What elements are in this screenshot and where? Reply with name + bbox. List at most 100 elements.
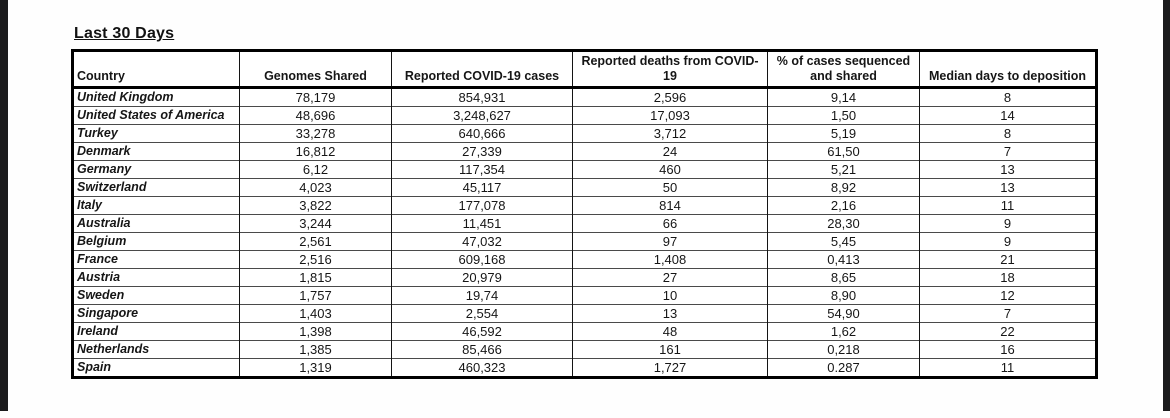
table-row: Ireland 1,398 46,592 48 1,62 22 xyxy=(72,322,1097,341)
pct-cell: 5,21 xyxy=(767,160,920,179)
deaths-cell: 460 xyxy=(572,160,768,179)
pct-cell: 1,50 xyxy=(767,106,920,125)
genomes-cell: 48,696 xyxy=(239,106,392,125)
pct-cell: 0.287 xyxy=(767,358,920,378)
median-cell: 8 xyxy=(919,124,1097,143)
cases-cell: 85,466 xyxy=(391,340,573,359)
column-header-country: Country xyxy=(72,50,240,89)
median-cell: 21 xyxy=(919,250,1097,269)
country-cell: Denmark xyxy=(72,142,240,161)
table-row: Turkey 33,278 640,666 3,712 5,19 8 xyxy=(72,124,1097,143)
table-row: United States of America 48,696 3,248,627 1… xyxy=(72,106,1097,125)
pct-cell: 8,90 xyxy=(767,286,920,305)
covid-genomes-table: Country Genomes Shared Reported COVID-19 c… xyxy=(71,49,1098,379)
median-cell: 11 xyxy=(919,358,1097,378)
cases-cell: 609,168 xyxy=(391,250,573,269)
country-cell: Spain xyxy=(72,358,240,378)
right-edge-bar xyxy=(1163,0,1170,411)
median-cell: 9 xyxy=(919,214,1097,233)
deaths-cell: 814 xyxy=(572,196,768,215)
country-cell: Ireland xyxy=(72,322,240,341)
cases-cell: 177,078 xyxy=(391,196,573,215)
deaths-cell: 13 xyxy=(572,304,768,323)
country-cell: United Kingdom xyxy=(72,87,240,107)
deaths-cell: 10 xyxy=(572,286,768,305)
pct-cell: 1,62 xyxy=(767,322,920,341)
median-cell: 18 xyxy=(919,268,1097,287)
table-row: Germany 6,12 117,354 460 5,21 13 xyxy=(72,160,1097,179)
genomes-cell: 1,815 xyxy=(239,268,392,287)
pct-cell: 54,90 xyxy=(767,304,920,323)
pct-cell: 9,14 xyxy=(767,87,920,107)
median-cell: 7 xyxy=(919,142,1097,161)
median-cell: 16 xyxy=(919,340,1097,359)
column-header-deaths: Reported deaths from COVID-19 xyxy=(572,50,768,89)
genomes-cell: 1,757 xyxy=(239,286,392,305)
genomes-cell: 2,561 xyxy=(239,232,392,251)
table-row: Austria 1,815 20,979 27 8,65 18 xyxy=(72,268,1097,287)
cases-cell: 45,117 xyxy=(391,178,573,197)
pct-cell: 8,65 xyxy=(767,268,920,287)
cases-cell: 19,74 xyxy=(391,286,573,305)
genomes-cell: 3,822 xyxy=(239,196,392,215)
genomes-cell: 33,278 xyxy=(239,124,392,143)
table-header-row: Country Genomes Shared Reported COVID-19 c… xyxy=(72,50,1097,89)
genomes-cell: 1,319 xyxy=(239,358,392,378)
table-row: Australia 3,244 11,451 66 28,30 9 xyxy=(72,214,1097,233)
country-cell: Netherlands xyxy=(72,340,240,359)
left-edge-bar xyxy=(0,0,8,411)
table-row: Italy 3,822 177,078 814 2,16 11 xyxy=(72,196,1097,215)
country-cell: Italy xyxy=(72,196,240,215)
deaths-cell: 1,408 xyxy=(572,250,768,269)
page-title: Last 30 Days xyxy=(74,25,175,42)
pct-cell: 28,30 xyxy=(767,214,920,233)
genomes-cell: 3,244 xyxy=(239,214,392,233)
cases-cell: 3,248,627 xyxy=(391,106,573,125)
pct-cell: 0,218 xyxy=(767,340,920,359)
column-header-cases: Reported COVID-19 cases xyxy=(391,50,573,89)
cases-cell: 854,931 xyxy=(391,87,573,107)
column-header-genomes: Genomes Shared xyxy=(239,50,392,89)
deaths-cell: 50 xyxy=(572,178,768,197)
table-row: United Kingdom 78,179 854,931 2,596 9,14 8 xyxy=(72,87,1097,107)
country-cell: Australia xyxy=(72,214,240,233)
deaths-cell: 27 xyxy=(572,268,768,287)
pct-cell: 5,45 xyxy=(767,232,920,251)
cases-cell: 46,592 xyxy=(391,322,573,341)
pct-cell: 0,413 xyxy=(767,250,920,269)
table-row: Netherlands 1,385 85,466 161 0,218 16 xyxy=(72,340,1097,359)
genomes-cell: 1,403 xyxy=(239,304,392,323)
cases-cell: 117,354 xyxy=(391,160,573,179)
pct-cell: 61,50 xyxy=(767,142,920,161)
table-row: Spain 1,319 460,323 1,727 0.287 11 xyxy=(72,358,1097,378)
cases-cell: 47,032 xyxy=(391,232,573,251)
table-row: Belgium 2,561 47,032 97 5,45 9 xyxy=(72,232,1097,251)
median-cell: 13 xyxy=(919,160,1097,179)
genomes-cell: 2,516 xyxy=(239,250,392,269)
median-cell: 13 xyxy=(919,178,1097,197)
genomes-cell: 1,385 xyxy=(239,340,392,359)
deaths-cell: 3,712 xyxy=(572,124,768,143)
deaths-cell: 161 xyxy=(572,340,768,359)
country-cell: Belgium xyxy=(72,232,240,251)
table-row: France 2,516 609,168 1,408 0,413 21 xyxy=(72,250,1097,269)
cases-cell: 460,323 xyxy=(391,358,573,378)
country-cell: Germany xyxy=(72,160,240,179)
country-cell: France xyxy=(72,250,240,269)
country-cell: Austria xyxy=(72,268,240,287)
median-cell: 14 xyxy=(919,106,1097,125)
median-cell: 7 xyxy=(919,304,1097,323)
median-cell: 11 xyxy=(919,196,1097,215)
pct-cell: 5,19 xyxy=(767,124,920,143)
deaths-cell: 2,596 xyxy=(572,87,768,107)
table-row: Singapore 1,403 2,554 13 54,90 7 xyxy=(72,304,1097,323)
cases-cell: 640,666 xyxy=(391,124,573,143)
pct-cell: 2,16 xyxy=(767,196,920,215)
genomes-cell: 4,023 xyxy=(239,178,392,197)
genomes-cell: 16,812 xyxy=(239,142,392,161)
country-cell: Turkey xyxy=(72,124,240,143)
country-cell: Singapore xyxy=(72,304,240,323)
country-cell: Sweden xyxy=(72,286,240,305)
table-row: Sweden 1,757 19,74 10 8,90 12 xyxy=(72,286,1097,305)
